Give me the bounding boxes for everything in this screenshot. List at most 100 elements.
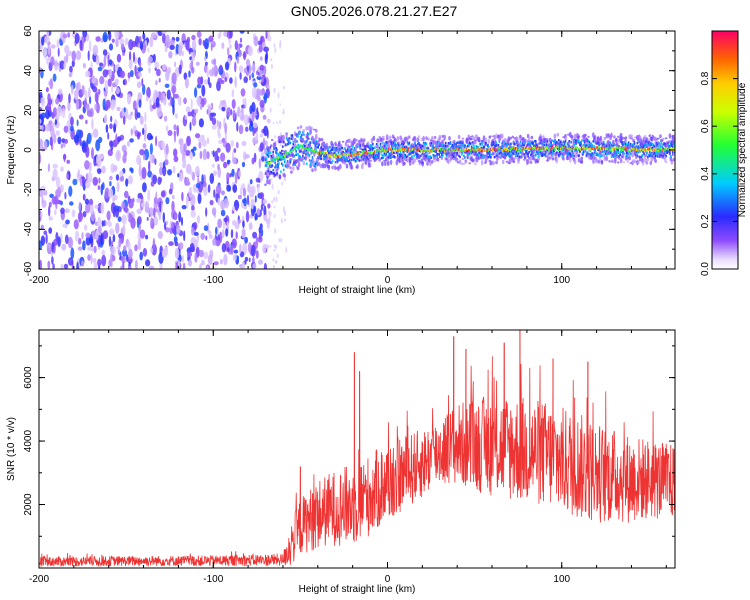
noise-blob <box>259 99 265 108</box>
signal-halo <box>292 166 295 171</box>
signal-halo <box>289 154 292 158</box>
noise-blob <box>75 82 80 91</box>
signal-band <box>316 163 319 166</box>
signal-halo <box>602 153 606 157</box>
signal-band <box>455 142 457 145</box>
signal-ridge <box>563 145 566 148</box>
noise-blob <box>206 67 209 78</box>
noise-blob <box>239 31 245 34</box>
noise-blob <box>39 118 42 124</box>
signal-band <box>372 142 374 146</box>
signal-band <box>352 149 355 152</box>
noise-blob <box>177 96 182 106</box>
noise-blob <box>113 164 118 172</box>
signal-band <box>405 146 408 149</box>
signal-band <box>266 176 269 180</box>
signal-band <box>477 145 480 149</box>
noise-blob <box>263 205 267 216</box>
noise-blob <box>224 122 227 135</box>
noise-blob <box>49 78 54 90</box>
signal-band <box>517 152 520 155</box>
signal-band <box>392 147 394 151</box>
noise-blob <box>209 112 213 122</box>
signal-band <box>375 155 378 158</box>
noise-blob <box>81 260 85 267</box>
noise-blob <box>191 34 196 41</box>
noise-blob <box>137 67 143 72</box>
signal-halo <box>659 134 662 139</box>
signal-band <box>672 151 674 154</box>
signal-band <box>313 163 316 167</box>
noise-blob <box>87 87 91 99</box>
signal-ridge <box>321 151 323 154</box>
noise-blob <box>221 243 227 253</box>
noise-blob <box>48 227 53 234</box>
signal-band <box>330 148 333 152</box>
signal-halo <box>455 158 459 161</box>
signal-band <box>471 150 474 153</box>
signal-band <box>392 145 394 149</box>
signal-band <box>494 144 497 147</box>
noise-blob <box>172 104 175 116</box>
signal-band <box>276 152 278 155</box>
signal-band <box>567 153 570 156</box>
noise-blob <box>139 40 144 51</box>
noise-blob <box>160 93 163 104</box>
signal-band <box>301 159 303 162</box>
signal-ridge <box>477 147 480 151</box>
signal-band <box>333 152 336 155</box>
noise-blob <box>117 136 122 143</box>
signal-halo <box>655 137 658 143</box>
signal-ridge <box>337 154 340 158</box>
signal-band <box>379 142 382 146</box>
signal-ridge <box>559 147 562 151</box>
signal-halo <box>570 137 574 142</box>
noise-blob <box>224 61 230 71</box>
signal-band <box>278 162 280 165</box>
noise-blob <box>155 191 158 204</box>
signal-band <box>645 143 647 146</box>
signal-band <box>662 143 664 146</box>
signal-halo <box>270 144 273 148</box>
signal-band <box>612 155 615 158</box>
noise-blob <box>91 77 96 84</box>
signal-band <box>593 145 595 148</box>
noise-blob <box>207 76 210 86</box>
noise-blob <box>168 51 173 59</box>
noise-blob <box>115 174 120 181</box>
signal-band <box>273 147 275 151</box>
signal-halo <box>385 137 389 141</box>
signal-ridge <box>298 146 300 149</box>
signal-band <box>621 141 623 144</box>
noise-blob <box>101 254 107 267</box>
signal-ridge <box>652 148 655 151</box>
signal-band <box>316 146 319 149</box>
noise-blob <box>211 207 217 216</box>
noise-blob <box>209 173 215 184</box>
noise-blob <box>267 203 271 209</box>
signal-ridge <box>286 152 289 155</box>
signal-band <box>635 150 638 154</box>
signal-band <box>594 148 596 152</box>
signal-halo <box>573 133 577 140</box>
signal-halo <box>310 126 313 131</box>
signal-band <box>489 154 492 158</box>
signal-band <box>604 144 607 147</box>
noise-blob <box>141 78 144 87</box>
signal-ridge <box>584 147 587 150</box>
signal-halo <box>374 145 378 149</box>
noise-blob <box>175 113 178 119</box>
noise-blob <box>142 32 146 40</box>
signal-band <box>425 143 428 146</box>
noise-blob <box>253 82 258 88</box>
noise-blob <box>217 218 223 229</box>
noise-blob <box>243 67 247 74</box>
signal-ridge <box>604 147 607 151</box>
signal-band <box>277 163 279 166</box>
signal-ridge <box>523 147 526 151</box>
signal-band <box>359 144 362 147</box>
signal-ridge <box>311 148 314 152</box>
noise-blob <box>125 178 129 187</box>
noise-blob <box>92 176 98 186</box>
noise-blob <box>169 44 175 51</box>
